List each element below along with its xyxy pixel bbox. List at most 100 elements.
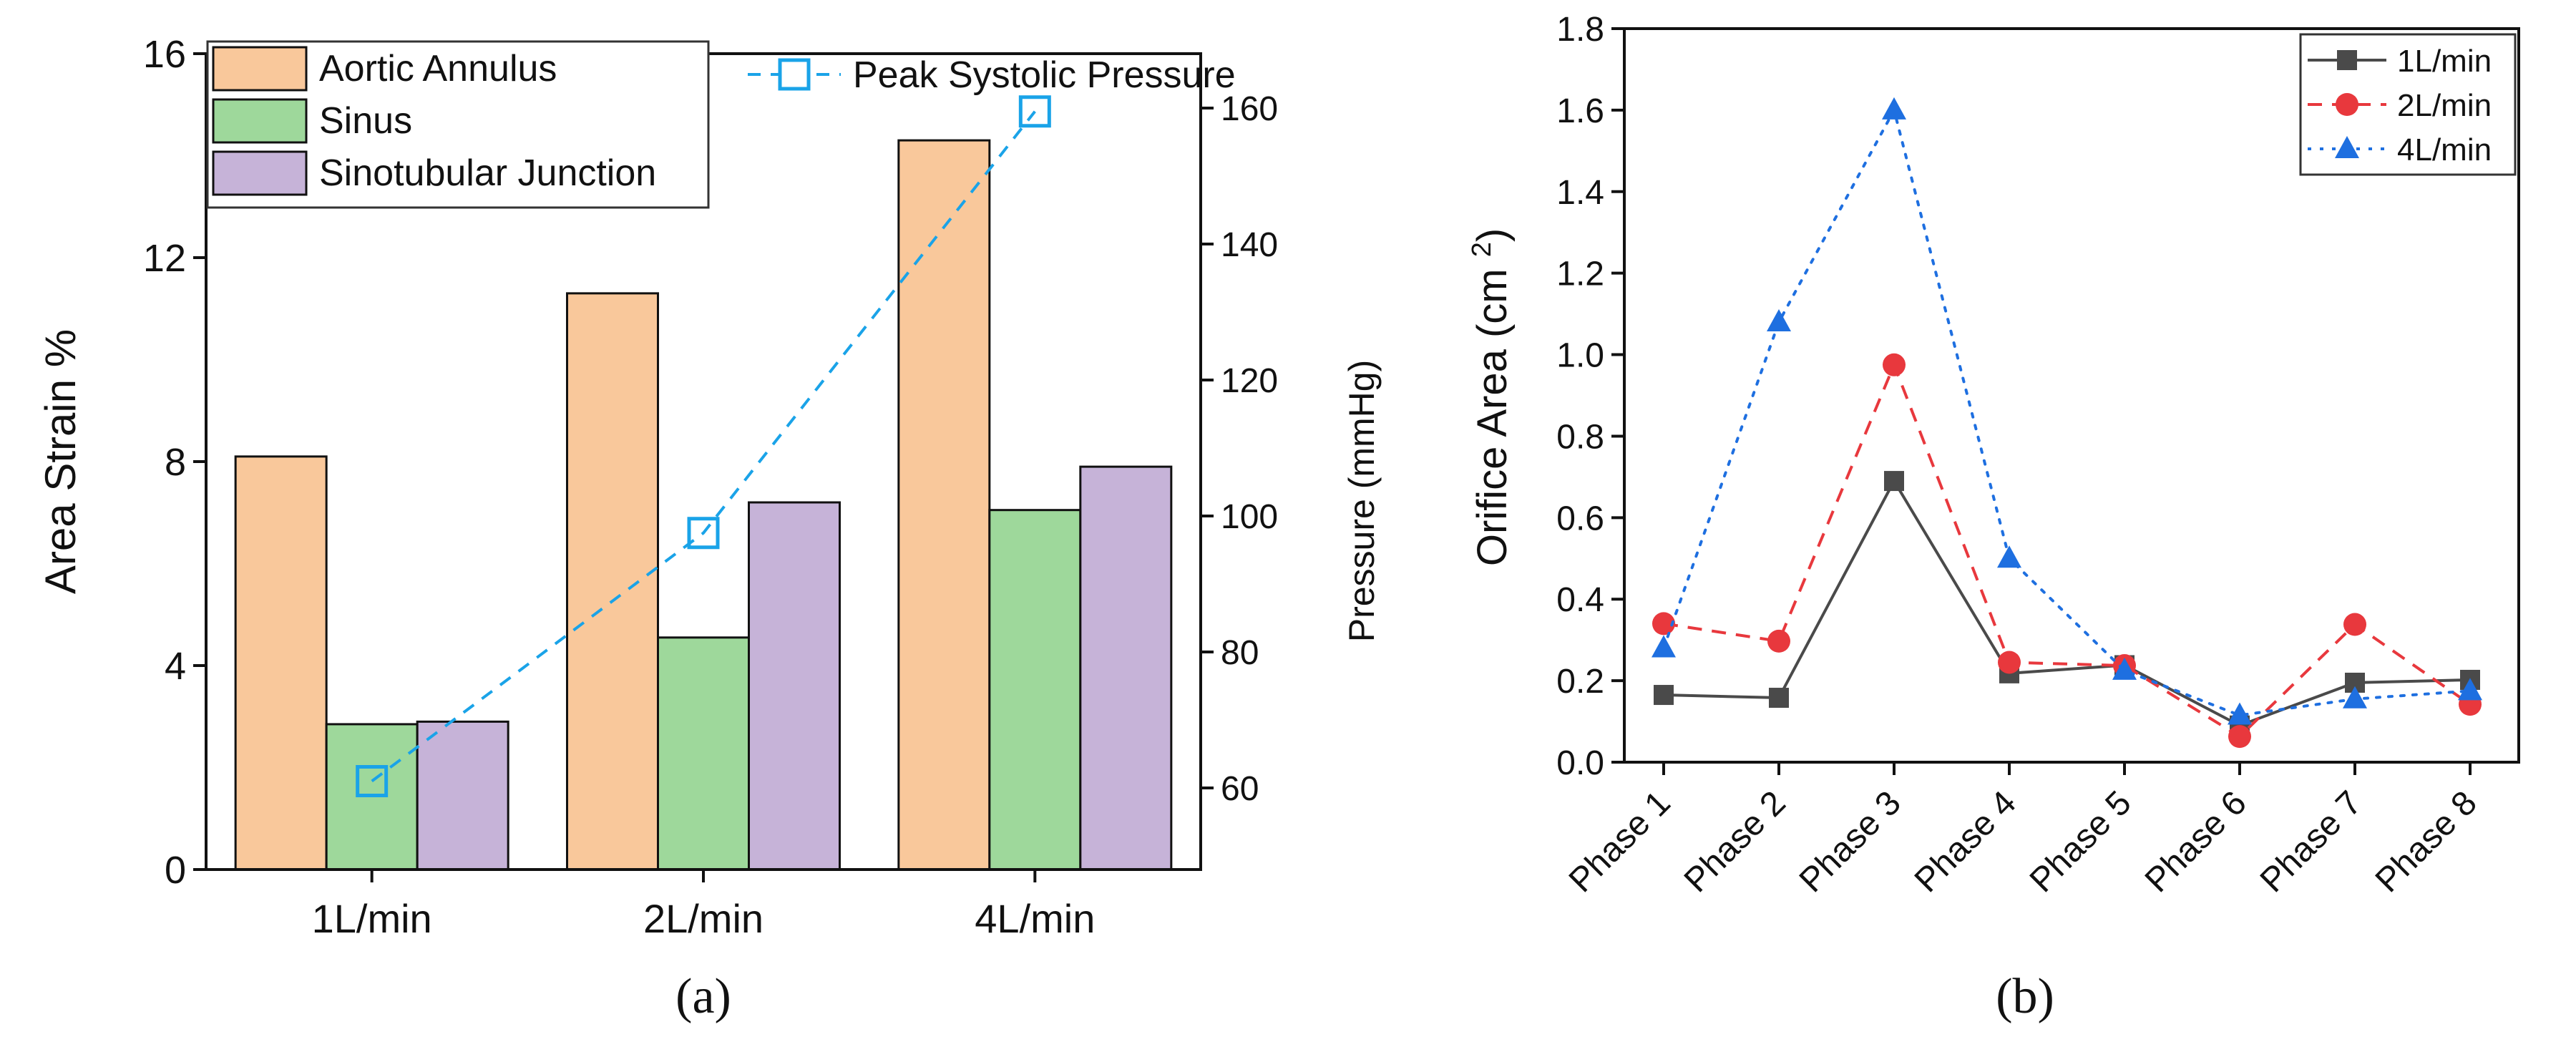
- point-4l-min-3: [1882, 97, 1906, 120]
- legend-label: Sinotubular Junction: [319, 152, 656, 194]
- bar-sinotubular-junction-1: [416, 720, 509, 871]
- point-4l-min-7: [2343, 686, 2367, 709]
- legend-label-b: 1L/min: [2397, 44, 2492, 79]
- point-4l-min-6: [2228, 702, 2252, 725]
- y-axis-ticks-b: 0.0 0.2 0.4 0.6 0.8 1.0 1.2 1.4 1.6 1.8: [1556, 11, 1624, 782]
- y-tick-label: 8: [165, 441, 186, 484]
- y-axis-label-b-text: Orifice Area (cm: [1469, 268, 1516, 566]
- y-tick-label-b: 0.4: [1556, 581, 1604, 619]
- y-tick-label: 0: [165, 849, 186, 892]
- legend-swatch: [212, 98, 308, 144]
- point-1l-min-3: [1884, 471, 1904, 492]
- point-1l-min-2: [1769, 688, 1789, 709]
- point-4l-min-5: [2112, 657, 2137, 680]
- x-tick-label-b: Phase 4: [1908, 784, 2024, 900]
- bar-sinotubular-junction-2: [748, 501, 841, 871]
- y-tick-label-b: 0.2: [1556, 663, 1604, 701]
- x-tick-label-b: Phase 6: [2138, 784, 2254, 900]
- legend-pressure: Peak Systolic Pressure: [748, 54, 1236, 96]
- legend-lines: 1L/min 2L/min 4L/min: [2299, 33, 2517, 176]
- pressure-line: [371, 110, 1036, 783]
- y-axis-ticks: 0 4 8 12 16: [143, 33, 206, 892]
- y2-axis-ticks: 60 80 100 120 140 160: [1201, 90, 1278, 808]
- x-tick-label-b: Phase 3: [1792, 784, 1908, 900]
- y2-tick-label: 160: [1221, 90, 1278, 128]
- bar-sinotubular-junction-3: [1079, 465, 1173, 871]
- bar-sinus-3: [988, 509, 1082, 871]
- point-2l-min-6: [2228, 725, 2251, 749]
- x-axis-ticks: 1L/min 2L/min 4L/min: [312, 870, 1095, 941]
- y2-tick-label: 80: [1221, 634, 1259, 672]
- legend-label-b: 4L/min: [2397, 132, 2492, 167]
- x-tick-label: 1L/min: [312, 896, 432, 941]
- y-tick-label: 12: [143, 237, 186, 280]
- y-axis-label-b-superscript: 2: [1467, 242, 1497, 257]
- y-tick-label: 16: [143, 33, 186, 76]
- y-tick-label-b: 0.0: [1556, 744, 1604, 782]
- legend-bars: Aortic Annulus Sinus Sinotubular Junction: [206, 40, 710, 209]
- plot-frame-b: [1623, 27, 2520, 764]
- point-2l-min-1: [1652, 612, 1675, 636]
- legend-label: Aortic Annulus: [319, 48, 557, 89]
- series-line-2l-min: [1663, 361, 2472, 739]
- y2-tick-label: 120: [1221, 362, 1278, 400]
- legend-swatch: [212, 46, 308, 92]
- panel-a-bar-chart: 0 4 8 12 16 60 80 100 120 140 160 1L/min 2L/min 4L/…: [36, 33, 1382, 1024]
- legend-label-b: 2L/min: [2397, 88, 2492, 123]
- x-tick-label: 4L/min: [975, 896, 1095, 941]
- point-4l-min-1: [1652, 635, 1676, 658]
- bar-aortic-annulus-2: [566, 292, 659, 871]
- y2-tick-label: 60: [1221, 770, 1259, 808]
- legend-marker-b: [2337, 50, 2357, 70]
- panel-label-b: (b): [1996, 969, 2054, 1024]
- legend-marker-b: [2335, 136, 2359, 158]
- panel-label-a: (a): [675, 969, 731, 1024]
- bars-group: [234, 139, 1173, 871]
- point-2l-min-4: [1998, 651, 2021, 674]
- pressure-marker-2: [687, 517, 720, 550]
- legend-pressure-marker: [778, 58, 811, 91]
- x-tick-label-b: Phase 7: [2253, 784, 2369, 900]
- panel-b-line-chart: 0.00.20.40.60.81.01.21.41.61.8 Phase 1Ph…: [1467, 11, 2520, 1024]
- bar-aortic-annulus-1: [234, 455, 328, 871]
- point-1l-min-1: [1654, 685, 1674, 706]
- legend-pressure-label: Peak Systolic Pressure: [853, 54, 1236, 96]
- y2-tick-label: 100: [1221, 498, 1278, 536]
- legend-label: Sinus: [319, 100, 412, 142]
- series-group: [1652, 97, 2482, 749]
- point-2l-min-3: [1883, 353, 1906, 376]
- point-4l-min-8: [2458, 678, 2482, 701]
- y-tick-label: 4: [165, 645, 186, 688]
- y2-axis-label: Pressure (mmHg): [1342, 360, 1382, 642]
- y-tick-label-b: 0.6: [1556, 500, 1604, 537]
- bar-sinus-2: [657, 636, 750, 871]
- pressure-marker-3: [1018, 95, 1051, 128]
- x-tick-label-b: Phase 1: [1562, 784, 1678, 900]
- pressure-line-group: [356, 95, 1051, 797]
- series-line-1l-min: [1663, 478, 2471, 727]
- point-4l-min-4: [1997, 545, 2021, 568]
- y-tick-label-b: 1.6: [1556, 92, 1604, 130]
- x-tick-label: 2L/min: [643, 896, 763, 941]
- y-axis-label-b: Orifice Area (cm 2): [1467, 228, 1516, 566]
- series-line-4l-min: [1662, 106, 2472, 717]
- point-2l-min-7: [2343, 613, 2366, 636]
- legend-marker-b: [2336, 93, 2358, 116]
- y-tick-label-b: 0.8: [1556, 418, 1604, 456]
- x-tick-label-b: Phase 2: [1677, 784, 1793, 900]
- point-4l-min-2: [1767, 309, 1791, 331]
- y-tick-label-b: 1.8: [1556, 11, 1604, 49]
- point-2l-min-2: [1767, 629, 1790, 653]
- x-tick-label-b: Phase 5: [2023, 784, 2139, 900]
- y-tick-label-b: 1.2: [1556, 255, 1604, 293]
- y-tick-label-b: 1.4: [1556, 174, 1604, 212]
- legend-swatch: [212, 150, 308, 196]
- x-tick-label-b: Phase 8: [2368, 784, 2484, 900]
- bar-aortic-annulus-3: [897, 139, 991, 871]
- y-tick-label-b: 1.0: [1556, 337, 1604, 375]
- y-axis-label: Area Strain %: [36, 329, 84, 594]
- y-axis-label-b-suffix: ): [1469, 228, 1516, 242]
- pressure-marker-1: [356, 765, 389, 797]
